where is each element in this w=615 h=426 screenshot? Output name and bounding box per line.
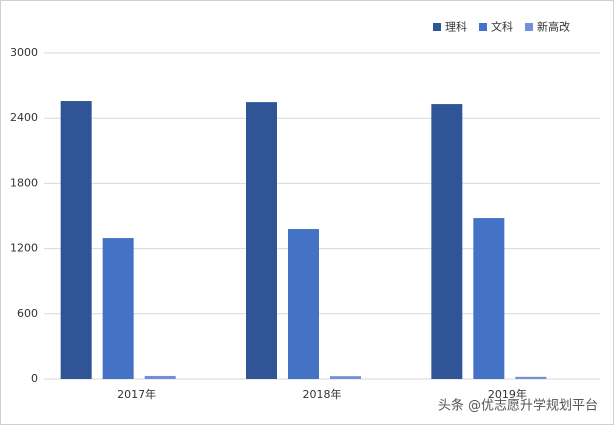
- bar: [60, 101, 92, 379]
- bar: [330, 376, 361, 379]
- bar: [246, 102, 277, 379]
- bar: [288, 229, 319, 379]
- bar: [473, 218, 505, 379]
- bar: [144, 375, 176, 379]
- watermark-caption: 头条 @优志愿升学规划平台: [438, 398, 598, 414]
- y-tick-label: 1200: [10, 242, 38, 255]
- y-tick-label: 0: [31, 372, 38, 385]
- y-tick-label: 600: [17, 307, 38, 320]
- x-tick-label: 2018年: [303, 387, 342, 401]
- legend-label: 新高改: [537, 20, 570, 34]
- x-tick-label: 2017年: [117, 387, 156, 401]
- legend-swatch: [433, 23, 441, 31]
- y-tick-label: 3000: [10, 46, 38, 59]
- x-tick-label: 2019年: [488, 387, 527, 401]
- bar: [102, 238, 134, 379]
- legend-swatch: [479, 23, 487, 31]
- y-tick-label: 2400: [10, 111, 38, 124]
- bar: [431, 104, 463, 379]
- legend-swatch: [525, 23, 533, 31]
- y-tick-label: 1800: [10, 176, 38, 189]
- legend-label: 文科: [491, 20, 513, 34]
- bar: [515, 376, 547, 379]
- legend-label: 理科: [445, 20, 467, 34]
